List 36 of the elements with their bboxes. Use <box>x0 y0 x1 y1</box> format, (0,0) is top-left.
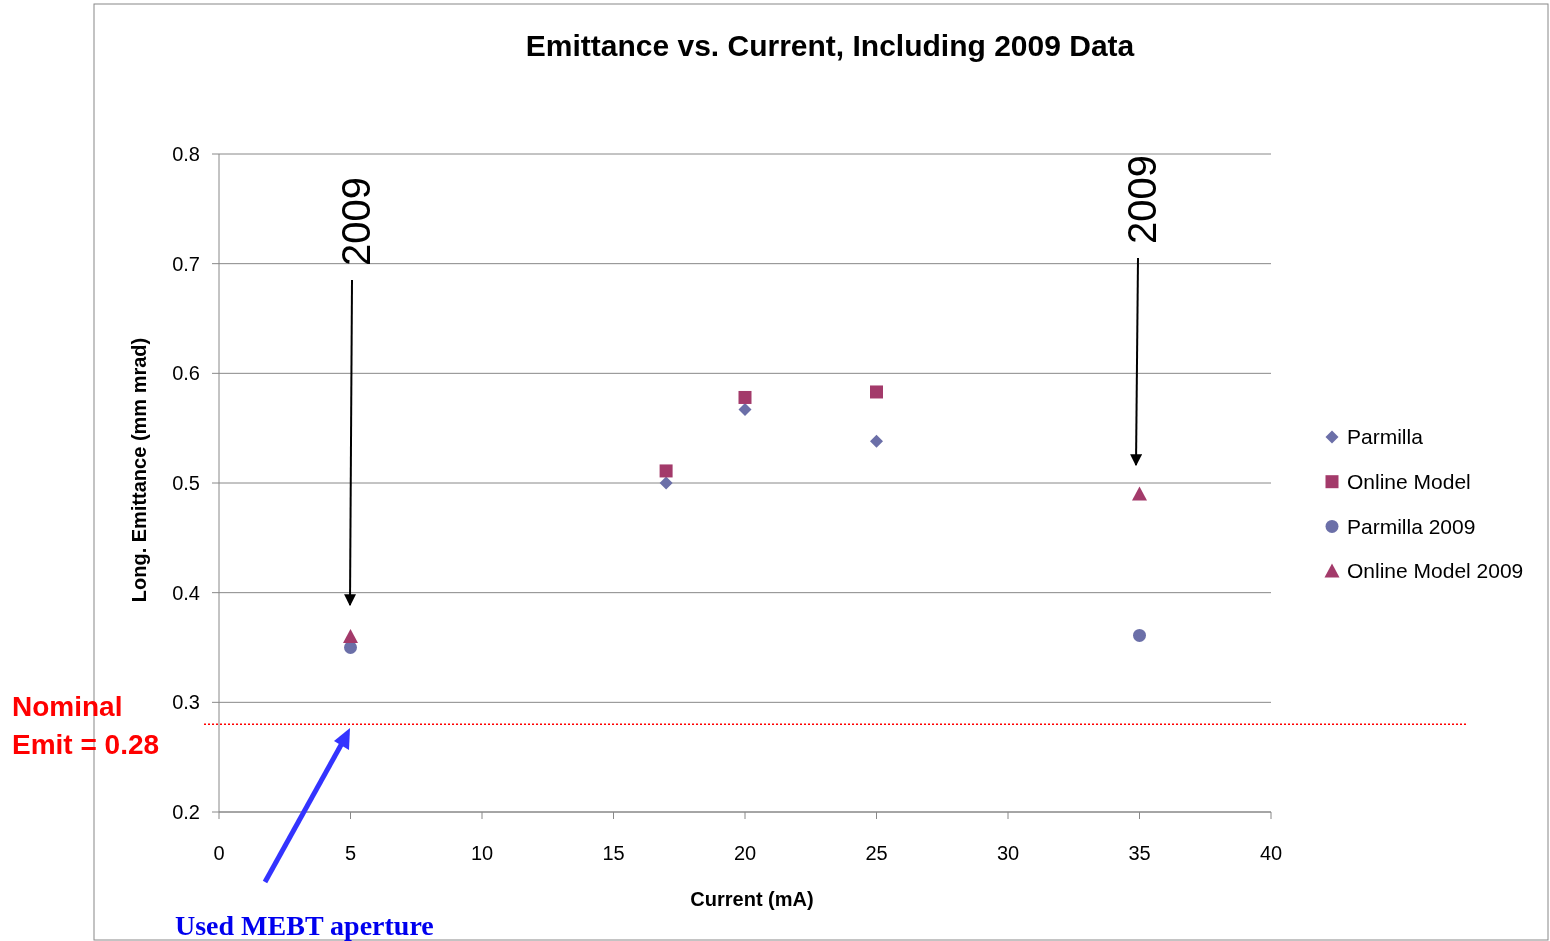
legend-label: Online Model 2009 <box>1347 559 1524 583</box>
annotation: 2009 <box>1120 155 1164 244</box>
legend-label: Parmilla 2009 <box>1347 514 1476 538</box>
x-tick-label: 30 <box>996 842 1020 864</box>
point <box>1132 486 1147 501</box>
x-tick-label: 20 <box>733 842 757 864</box>
point <box>870 434 883 448</box>
point <box>738 390 752 404</box>
point <box>1133 628 1146 642</box>
y-tick-label: 0.5 <box>172 472 200 494</box>
text: Used MEBT aperture <box>175 910 434 941</box>
y-tick-label: 0.4 <box>172 581 200 604</box>
x-tick-label: 15 <box>602 842 625 864</box>
point <box>659 464 673 478</box>
point <box>659 476 673 490</box>
legend-label: Parmilla <box>1347 425 1424 449</box>
y-tick-label: 0.3 <box>172 691 200 714</box>
legend-label: Online Model <box>1347 470 1471 494</box>
x-tick-label: 40 <box>1259 842 1283 864</box>
y-tick-label: 0.6 <box>172 362 200 385</box>
chart-title: Emittance vs. Current, Including 2009 Data <box>525 29 1135 62</box>
y-tick-label: 0.2 <box>172 801 200 823</box>
x-tick-label: 0 <box>213 842 225 864</box>
x-tick-label: 10 <box>470 842 494 864</box>
x-tick-label: 5 <box>344 842 357 864</box>
point <box>870 385 883 399</box>
x-tick-label: 35 <box>1128 842 1151 864</box>
point <box>738 403 752 417</box>
point <box>343 629 358 644</box>
y-axis-title: Long. Emittance (mm mrad) <box>128 337 150 603</box>
annotation: 2009 <box>334 177 378 266</box>
x-tick-label: 25 <box>865 842 888 864</box>
ref-line-label: Nominal Emit = 0.28 <box>12 691 160 761</box>
x-axis-title: Current (mA) <box>690 888 814 910</box>
y-tick-label: 0.8 <box>172 143 200 165</box>
y-tick-label: 0.7 <box>172 252 200 275</box>
